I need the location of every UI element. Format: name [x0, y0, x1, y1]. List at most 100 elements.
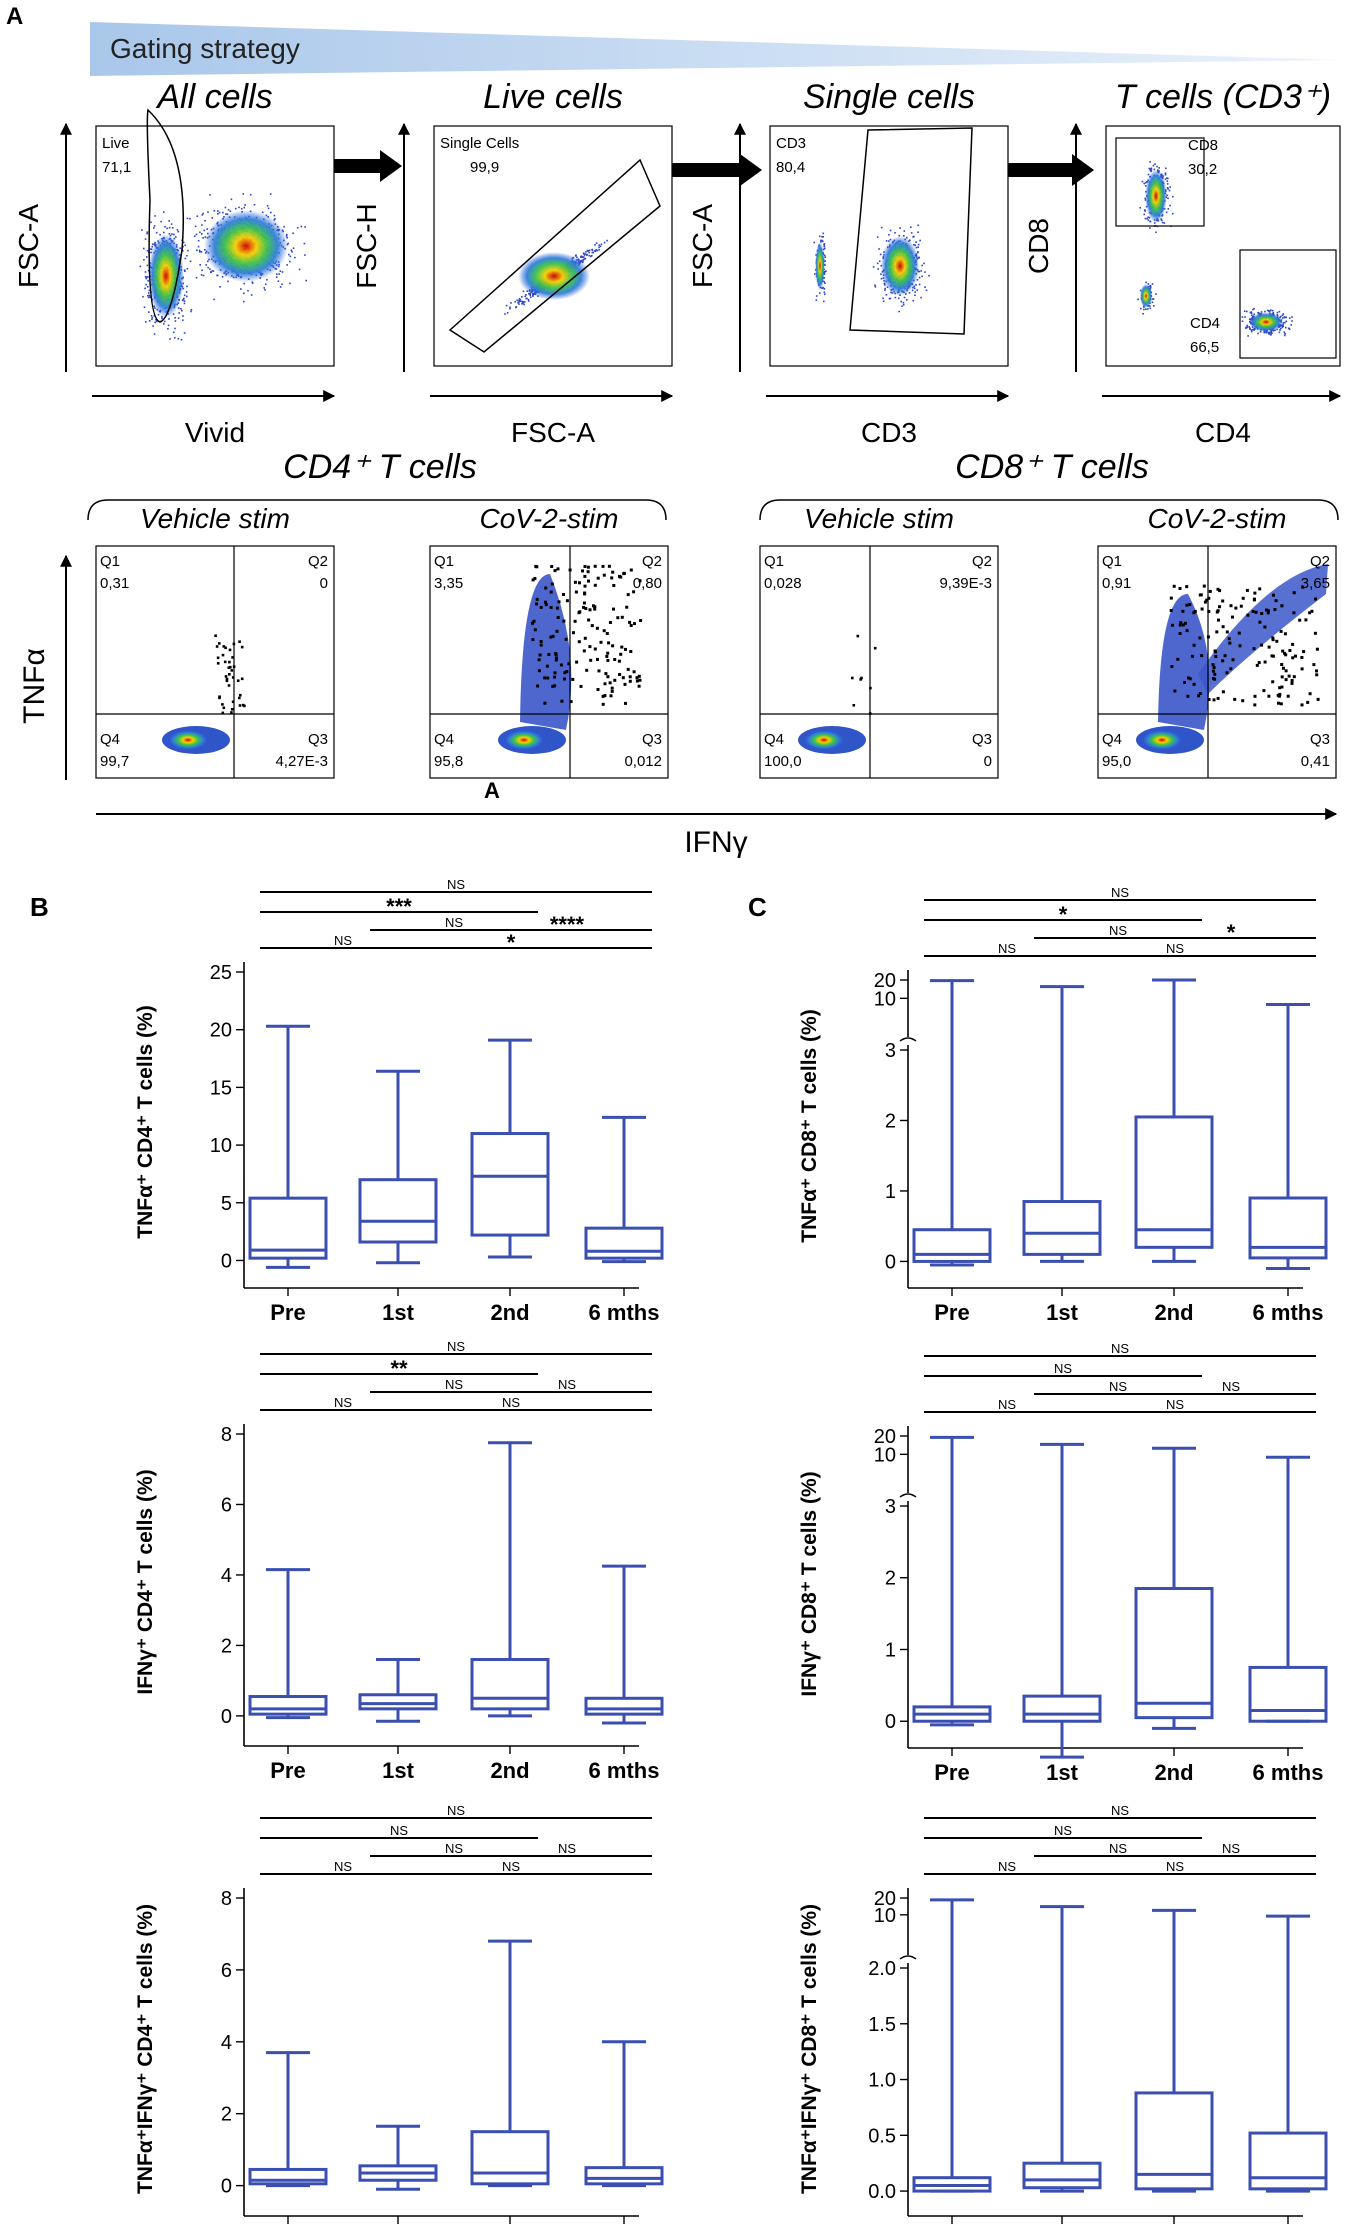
y-axis-title: TNFα⁺IFNγ⁺ CD8⁺ T cells (%)	[798, 1904, 821, 2194]
event-dot	[190, 310, 192, 313]
event-dot	[913, 243, 915, 246]
event-dot	[153, 315, 156, 317]
event-dot	[1263, 625, 1267, 629]
event-dot	[173, 331, 175, 334]
event-dot	[216, 274, 219, 277]
gating-y-label: CD8	[1023, 218, 1054, 274]
event-dot	[1192, 682, 1196, 686]
event-dot	[1155, 231, 1157, 234]
box-iqr	[912, 1228, 992, 1263]
event-dot	[894, 296, 897, 299]
event-dot	[1152, 305, 1155, 307]
event-dot	[1214, 655, 1218, 658]
event-dot	[583, 565, 587, 568]
y-tick-label: 0	[885, 1711, 896, 1733]
event-dot	[222, 211, 224, 214]
event-dot	[174, 317, 176, 319]
y-tick-label: 1.0	[868, 2070, 896, 2092]
event-dot	[1154, 163, 1156, 165]
event-dot	[243, 292, 245, 295]
event-dot	[583, 584, 587, 588]
event-dot	[823, 300, 825, 303]
event-dot	[221, 276, 224, 278]
event-dot	[1274, 329, 1276, 332]
event-dot	[182, 315, 184, 317]
event-dot	[228, 648, 232, 652]
event-dot	[1200, 607, 1204, 611]
event-dot	[1167, 208, 1170, 210]
event-dot	[1155, 293, 1157, 295]
event-dot	[1280, 327, 1282, 330]
event-dot	[514, 300, 516, 303]
event-dot	[533, 577, 537, 580]
event-dot	[1279, 329, 1281, 331]
event-dot	[524, 295, 526, 298]
event-dot	[1268, 331, 1271, 334]
event-dot	[611, 570, 615, 574]
comparison-label: NS	[998, 1397, 1016, 1412]
event-dot	[141, 229, 143, 231]
event-dot	[1276, 311, 1279, 314]
gating-y-label: FSC-A	[13, 204, 44, 288]
event-dot	[1149, 227, 1151, 229]
x-tick-label: 1st	[382, 1300, 414, 1325]
y-tick-label: 2	[885, 1568, 896, 1590]
event-dot	[179, 247, 182, 249]
event-dot	[822, 240, 824, 243]
event-dot	[196, 249, 198, 252]
event-dot	[304, 226, 306, 228]
event-dot	[583, 256, 585, 258]
event-dot	[596, 576, 600, 580]
event-dot	[1271, 309, 1274, 312]
event-dot	[174, 327, 176, 330]
event-dot	[1270, 331, 1273, 334]
quadrant-name: Q2	[972, 553, 992, 570]
event-dot	[184, 270, 186, 273]
event-dot	[1263, 331, 1266, 334]
event-dot	[243, 300, 245, 303]
y-tick-label: 1.5	[868, 2014, 896, 2036]
event-dot	[211, 269, 214, 272]
event-dot	[563, 677, 566, 681]
positive-population	[1158, 594, 1210, 730]
event-dot	[628, 620, 632, 624]
event-dot	[593, 583, 597, 587]
event-dot	[148, 311, 150, 313]
event-dot	[556, 567, 560, 571]
event-dot	[273, 214, 276, 217]
event-dot	[1312, 663, 1316, 667]
event-dot	[550, 565, 554, 568]
event-dot	[147, 294, 149, 297]
box-iqr	[1248, 1196, 1328, 1260]
x-tick-label: 2nd	[1154, 1760, 1193, 1785]
event-dot	[1282, 322, 1285, 324]
quadrant-value: 0	[320, 575, 328, 592]
event-dot	[565, 670, 569, 674]
event-dot	[186, 267, 189, 270]
event-dot	[1227, 637, 1231, 641]
event-dot	[1211, 663, 1215, 667]
event-dot	[1151, 283, 1154, 285]
quadrant-value: 9,39E-3	[939, 575, 992, 592]
event-dot	[551, 634, 555, 638]
event-dot	[543, 676, 547, 680]
event-dot	[1284, 678, 1288, 682]
quadrant-value: 4,27E-3	[275, 753, 328, 770]
event-dot	[184, 244, 186, 247]
event-dot	[820, 241, 822, 243]
event-dot	[823, 277, 826, 279]
event-dot	[594, 250, 597, 253]
event-dot	[146, 231, 149, 233]
event-dot	[1161, 221, 1164, 224]
event-dot	[1162, 175, 1164, 177]
event-dot	[509, 307, 511, 310]
event-dot	[823, 288, 826, 290]
event-dot	[522, 290, 525, 293]
event-dot	[815, 299, 818, 301]
event-dot	[915, 284, 917, 286]
event-dot	[903, 296, 906, 299]
event-dot	[1148, 167, 1151, 170]
box-iqr	[248, 1196, 328, 1260]
event-dot	[525, 294, 527, 296]
event-dot	[224, 675, 228, 678]
